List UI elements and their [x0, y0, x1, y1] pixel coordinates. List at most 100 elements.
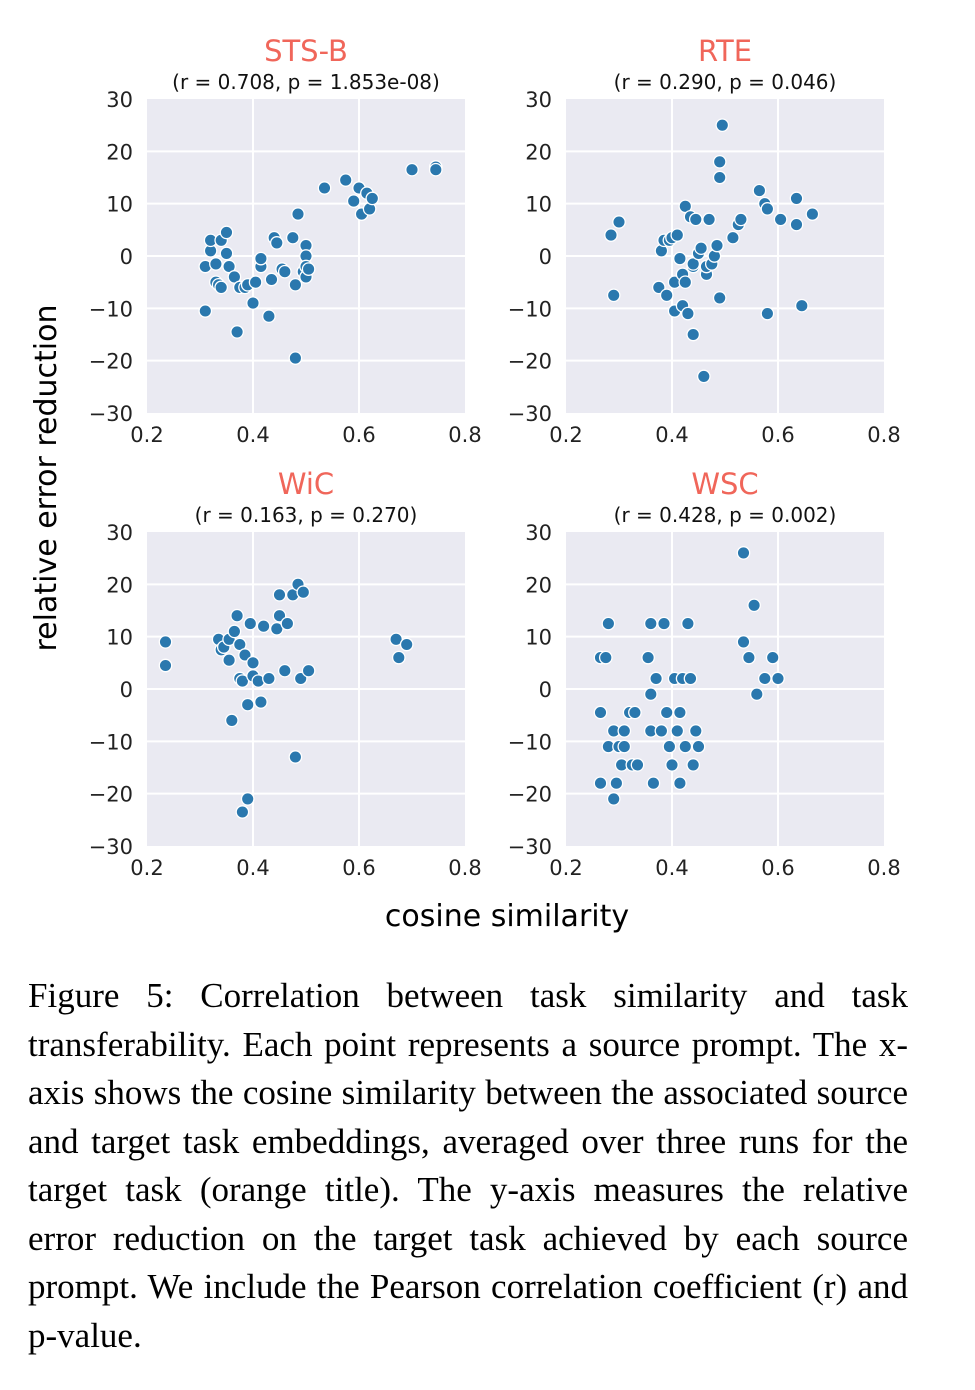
data-point: [771, 671, 785, 686]
data-point: [158, 635, 173, 649]
x-tick-label: 0.6: [761, 423, 794, 447]
x-tick-label: 0.4: [236, 856, 269, 880]
data-point: [678, 739, 693, 754]
y-tick-label: 30: [106, 88, 133, 112]
x-tick-label: 0.8: [867, 856, 900, 880]
panel-sts-b: 0.2 0.4 0.6 0.8 30 20 10 0 −10 −20 −30 STS-B(r = 0.…: [89, 34, 482, 447]
y-tick-label: 30: [525, 521, 552, 545]
data-point: [291, 207, 305, 221]
data-point: [617, 724, 632, 738]
data-point: [670, 228, 685, 242]
data-point: [264, 272, 279, 287]
data-point: [243, 616, 258, 631]
data-point: [224, 713, 239, 728]
x-tick-label: 0.2: [549, 423, 582, 447]
y-tick-label: −30: [89, 835, 133, 859]
data-point: [673, 251, 687, 266]
data-point: [789, 217, 804, 232]
data-point: [749, 687, 764, 702]
data-point: [710, 238, 724, 253]
data-point: [654, 724, 669, 738]
y-tick-label: −10: [508, 297, 552, 321]
data-point: [158, 658, 173, 673]
panel-rte: 0.2 0.4 0.6 0.8 30 20 10 0 −10 −20 −30 RTE(r = 0.29…: [508, 34, 901, 447]
data-point: [219, 225, 234, 240]
y-axis-label: relative error reduction: [29, 304, 64, 651]
data-point: [256, 619, 271, 634]
data-point: [235, 805, 250, 819]
data-point: [773, 212, 788, 227]
data-point: [609, 776, 624, 791]
y-tick-label: 20: [525, 573, 552, 597]
data-point: [604, 228, 618, 242]
chart-title: WSC: [691, 467, 758, 501]
data-point: [606, 288, 621, 303]
chart-subtitle: (r = 0.708, p = 1.853e-08): [172, 70, 440, 94]
data-point: [712, 291, 727, 305]
data-point: [760, 306, 775, 321]
data-point: [612, 215, 626, 229]
y-tick-label: −30: [89, 402, 133, 426]
data-point: [399, 637, 414, 652]
data-point: [246, 655, 260, 670]
data-point: [209, 257, 223, 271]
chart-title: WiC: [278, 467, 334, 501]
data-point: [678, 275, 693, 290]
data-point: [301, 663, 316, 678]
x-tick-label: 0.6: [342, 856, 375, 880]
data-point: [346, 194, 361, 208]
data-point: [272, 587, 287, 602]
x-tick-label: 0.2: [130, 856, 163, 880]
data-point: [214, 280, 229, 295]
data-point: [198, 304, 213, 318]
data-point: [262, 309, 276, 324]
chart-title: RTE: [698, 34, 752, 68]
data-point: [681, 616, 695, 631]
y-tick-label: −20: [89, 783, 133, 807]
y-tick-label: 30: [106, 521, 133, 545]
data-point: [630, 758, 645, 772]
data-point: [688, 724, 703, 738]
y-tick-label: −30: [508, 402, 552, 426]
data-point: [673, 705, 687, 720]
data-point: [606, 792, 621, 806]
y-tick-label: −10: [89, 730, 133, 754]
y-tick-label: 0: [120, 245, 133, 269]
data-point: [227, 270, 242, 284]
y-tick-label: 0: [120, 678, 133, 702]
data-point: [747, 598, 761, 613]
y-tick-label: 10: [106, 193, 133, 217]
data-point: [686, 327, 701, 342]
data-point: [277, 663, 292, 678]
data-point: [734, 212, 748, 227]
data-point: [752, 183, 767, 198]
data-point: [712, 170, 727, 185]
data-point: [670, 724, 685, 738]
data-point: [296, 585, 311, 600]
data-point: [288, 277, 303, 292]
data-point: [641, 650, 655, 665]
y-tick-label: −30: [508, 835, 552, 859]
data-point: [598, 650, 613, 665]
figure-canvas: relative error reduction cosine similari…: [29, 34, 901, 934]
data-point: [643, 687, 658, 702]
chart-subtitle: (r = 0.163, p = 0.270): [195, 503, 418, 527]
x-tick-label: 0.6: [342, 423, 375, 447]
data-point: [601, 616, 616, 631]
data-point: [227, 624, 242, 639]
data-point: [246, 296, 260, 310]
data-point: [659, 705, 674, 720]
y-tick-label: −20: [508, 350, 552, 374]
y-tick-label: −10: [89, 297, 133, 321]
data-point: [280, 616, 295, 631]
panel-wic: 0.2 0.4 0.6 0.8 30 20 10 0 −10 −20 −30 WiC(r = 0.16…: [89, 467, 482, 880]
chart-title: STS-B: [264, 34, 348, 68]
data-point: [659, 288, 674, 303]
x-tick-label: 0.4: [236, 423, 269, 447]
data-point: [317, 181, 332, 195]
y-tick-label: 20: [106, 573, 133, 597]
y-tick-label: 20: [525, 140, 552, 164]
data-point: [219, 246, 234, 261]
data-point: [794, 298, 809, 313]
figure-caption: Figure 5: Correlation between task simil…: [28, 976, 908, 1355]
